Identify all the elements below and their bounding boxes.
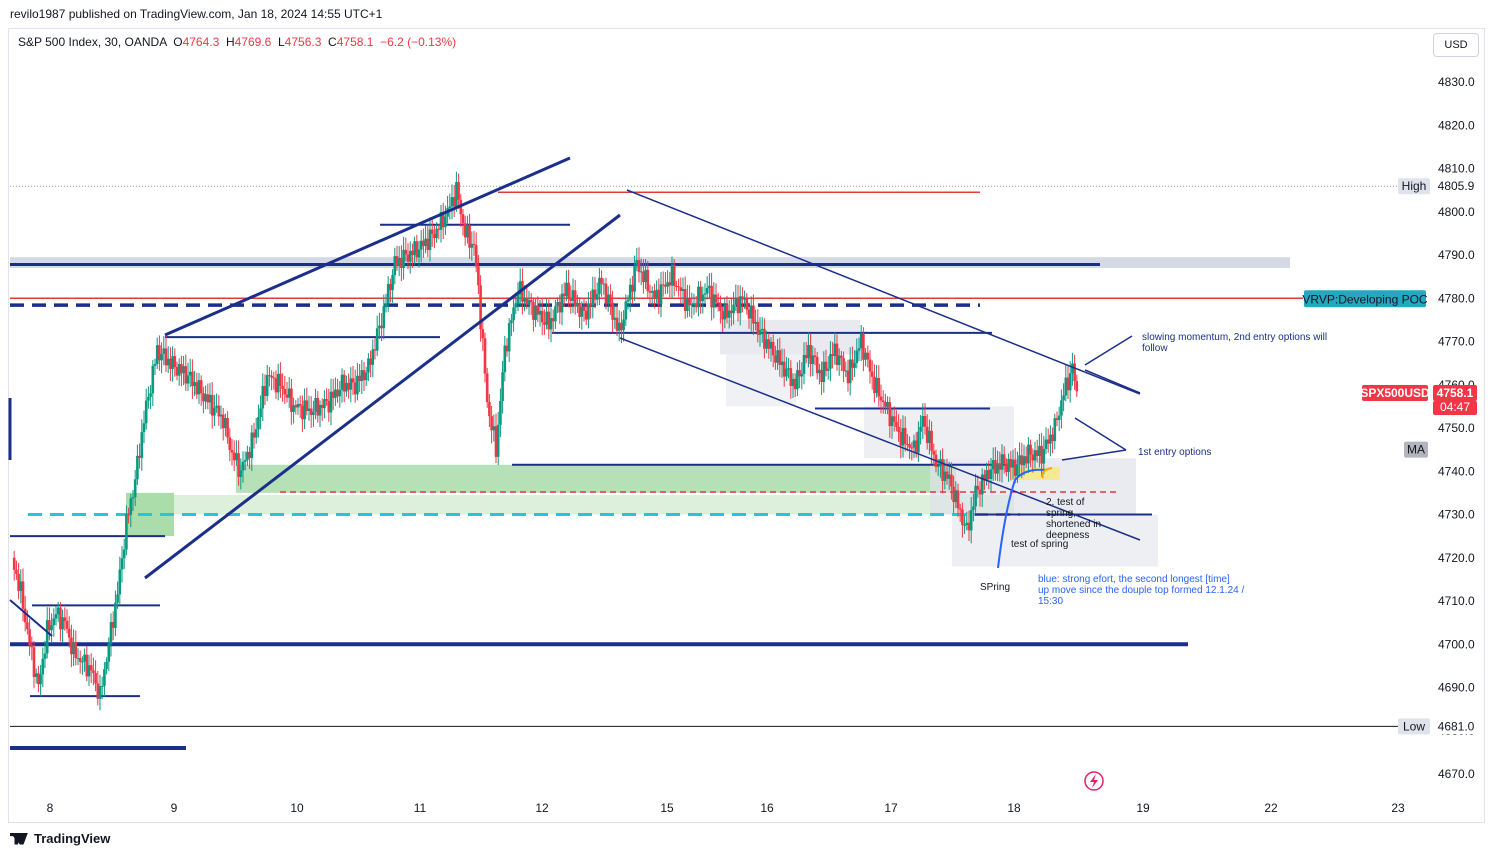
close-value: 4758.1 bbox=[336, 35, 374, 49]
ohlc-legend: S&P 500 Index, 30, OANDA O4764.3 H4769.6… bbox=[18, 35, 456, 49]
brand-name: TradingView bbox=[34, 831, 111, 846]
open-value: 4764.3 bbox=[182, 35, 220, 49]
high-value: 4769.6 bbox=[234, 35, 272, 49]
high-label: H bbox=[225, 35, 235, 49]
tradingview-logo[interactable]: TradingView bbox=[10, 831, 110, 846]
symbol-title: S&P 500 Index, 30, OANDA bbox=[18, 35, 167, 49]
open-label: O bbox=[173, 35, 183, 49]
low-label: L bbox=[277, 35, 285, 49]
close-label: C bbox=[328, 35, 337, 49]
low-value: 4756.3 bbox=[284, 35, 322, 49]
published-caption: revilo1987 published on TradingView.com,… bbox=[10, 7, 383, 21]
currency-button[interactable]: USD bbox=[1433, 33, 1479, 57]
tradingview-logo-icon bbox=[10, 832, 28, 845]
chart-frame bbox=[8, 28, 1485, 823]
change-value: −6.2 (−0.13%) bbox=[380, 35, 457, 49]
